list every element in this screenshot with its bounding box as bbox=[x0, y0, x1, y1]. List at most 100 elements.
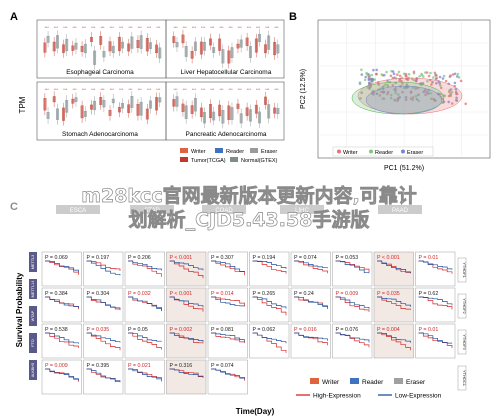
box-mark bbox=[264, 44, 267, 54]
pca-point bbox=[435, 82, 438, 85]
gene-tag-bg bbox=[457, 329, 467, 355]
box-mark bbox=[175, 41, 179, 48]
significance-star: *** bbox=[147, 26, 152, 30]
km-curve-low bbox=[169, 296, 204, 308]
pca-ylabel: PC2 (12.5%) bbox=[300, 69, 307, 109]
km-pvalue: P = 0.074 bbox=[294, 255, 317, 261]
pca-point bbox=[438, 75, 442, 79]
pca-point bbox=[439, 86, 443, 90]
significance-star: *** bbox=[100, 88, 105, 92]
pca-point bbox=[455, 96, 458, 100]
km-pvalue: P = 0.032 bbox=[128, 291, 151, 297]
km-pvalue: P = 0.004 bbox=[377, 327, 400, 333]
panel-a-frames bbox=[36, 19, 285, 141]
watermark-band bbox=[0, 176, 499, 228]
gene-tag-bg bbox=[457, 365, 467, 391]
pca-point bbox=[360, 91, 364, 94]
km-curve-low bbox=[211, 260, 245, 273]
box-mark bbox=[56, 108, 59, 120]
km-curve-low bbox=[335, 296, 370, 309]
survival-legend-writer-swatch bbox=[310, 378, 319, 384]
significance-star: *** bbox=[45, 26, 50, 30]
significance-star: *** bbox=[54, 88, 59, 92]
km-plot-frame bbox=[124, 359, 165, 395]
legend-eraser-label: Eraser bbox=[261, 149, 277, 155]
survival-legend-reader-label: Reader bbox=[362, 379, 384, 386]
km-curve-low bbox=[294, 260, 328, 269]
km-curve-low bbox=[211, 368, 245, 379]
significance-star: *** bbox=[119, 88, 124, 92]
km-curve-low bbox=[45, 260, 79, 273]
significance-star: *** bbox=[238, 88, 243, 92]
significance-star: *** bbox=[238, 26, 243, 30]
legend-reader-swatch bbox=[215, 148, 223, 153]
km-curve-low bbox=[169, 368, 204, 377]
km-pvalue: P = 0.062 bbox=[253, 327, 276, 333]
pca-point bbox=[434, 74, 438, 77]
km-curve-low bbox=[128, 368, 162, 382]
km-curve-high bbox=[335, 332, 370, 348]
km-plot-frame bbox=[207, 251, 248, 287]
gene-tag-bg bbox=[457, 257, 467, 283]
box-mark bbox=[239, 113, 243, 124]
gene-tag-bg bbox=[29, 252, 37, 272]
survival-grid: P = 0.069 P = 0.197 P = 0.206 P < 0.001 P = … bbox=[41, 251, 456, 395]
box-mark bbox=[158, 47, 162, 59]
box-mark bbox=[248, 109, 252, 122]
km-curve-high bbox=[335, 296, 370, 312]
km-pvalue: P = 0.01 bbox=[419, 255, 439, 261]
km-curve-high bbox=[86, 332, 121, 351]
gene-tag-label: YTHDF2 bbox=[462, 298, 467, 314]
km-pvalue: P = 0.384 bbox=[45, 291, 68, 297]
km-pvalue: P = 0.197 bbox=[87, 255, 110, 261]
km-curve-low bbox=[418, 296, 453, 306]
pca-point bbox=[450, 90, 454, 94]
significance-star: *** bbox=[192, 88, 197, 92]
significance-star: *** bbox=[110, 26, 115, 30]
box-mark bbox=[181, 34, 185, 44]
km-pvalue: P < 0.001 bbox=[170, 291, 193, 297]
survival-legend-reader-swatch bbox=[350, 378, 359, 384]
km-plot-frame bbox=[166, 323, 207, 359]
box-mark bbox=[184, 105, 188, 119]
box-mark bbox=[117, 107, 121, 113]
pca-point bbox=[433, 71, 437, 75]
pca-point bbox=[416, 86, 420, 90]
km-curve-low bbox=[294, 296, 328, 309]
significance-star: *** bbox=[63, 88, 68, 92]
box-mark bbox=[184, 46, 188, 57]
box-mark bbox=[227, 50, 231, 64]
pca-point bbox=[429, 71, 432, 75]
pca-point bbox=[455, 92, 458, 96]
gene-tag-label: YTHDF1 bbox=[462, 262, 467, 278]
pca-point bbox=[439, 84, 442, 87]
pca-point bbox=[394, 89, 397, 92]
km-curve-low bbox=[86, 260, 121, 276]
km-plot-frame bbox=[290, 323, 331, 359]
pca-point bbox=[422, 75, 425, 78]
box-mark bbox=[218, 38, 222, 51]
pca-point bbox=[435, 76, 439, 80]
km-curve-high bbox=[45, 332, 79, 348]
pca-point bbox=[414, 79, 418, 82]
pca-point bbox=[365, 71, 368, 75]
legend-normal-swatch bbox=[230, 157, 238, 162]
km-curve-high bbox=[252, 296, 287, 316]
box-mark bbox=[221, 49, 225, 64]
km-plot-frame bbox=[166, 287, 207, 323]
box-mark bbox=[65, 38, 69, 52]
pca-point bbox=[405, 83, 409, 86]
km-plot-frame bbox=[41, 287, 82, 323]
pca-point bbox=[399, 85, 403, 88]
box-mark bbox=[267, 104, 271, 119]
box-mark bbox=[121, 103, 124, 109]
box-mark bbox=[193, 98, 197, 112]
box-mark bbox=[273, 107, 277, 114]
significance-star: *** bbox=[119, 26, 124, 30]
significance-star: *** bbox=[219, 88, 224, 92]
km-curve-low bbox=[335, 260, 370, 274]
gene-tag-label: YTHDF3 bbox=[462, 334, 467, 350]
box-frame-lihc bbox=[165, 19, 285, 79]
pca-point bbox=[411, 98, 415, 102]
